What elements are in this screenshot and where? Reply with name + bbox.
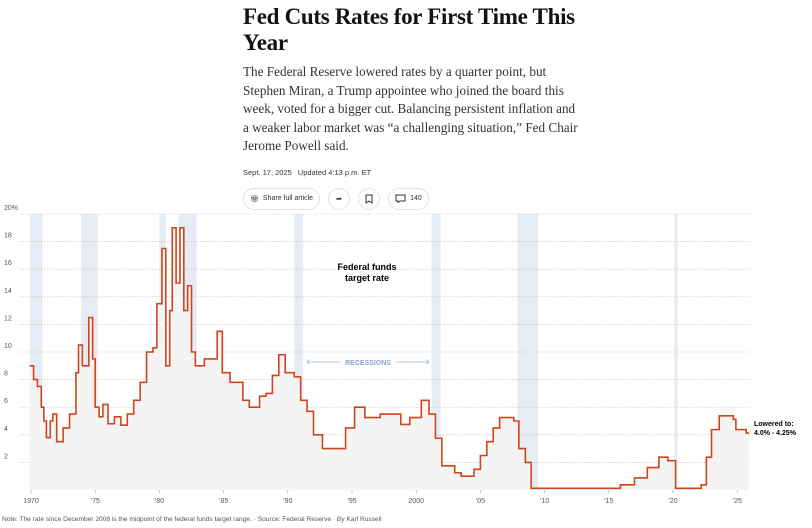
footnote: Note: The rate since December 2008 is th… xyxy=(2,516,252,523)
updated-time: Updated 4:13 p.m. ET xyxy=(297,167,372,177)
x-tick-label: ’75 xyxy=(91,498,100,505)
share-arrow-icon: ➦ xyxy=(336,195,343,203)
bookmark-icon xyxy=(365,194,373,204)
y-tick-label: 12 xyxy=(4,315,12,322)
source: Source: Federal Reserve xyxy=(257,516,332,523)
x-tick-label: 2000 xyxy=(408,498,424,505)
rate-line xyxy=(29,227,750,490)
recessions-text: RECESSIONS xyxy=(345,360,391,367)
comment-icon xyxy=(395,194,406,204)
chart-title-line2: target rate xyxy=(345,273,389,283)
recession-band xyxy=(674,214,678,490)
x-tick-label: ’20 xyxy=(668,498,677,505)
y-tick-label: 6 xyxy=(4,398,8,405)
x-tick-label: ’05 xyxy=(476,498,485,505)
publish-date: Sept. 17, 2025 xyxy=(243,167,292,177)
y-tick-label: 16 xyxy=(4,260,12,267)
timestamp: Sept. 17, 2025 Updated 4:13 p.m. ET xyxy=(243,168,583,177)
comments-button[interactable]: 140 xyxy=(388,187,429,210)
x-tick-label: ’15 xyxy=(604,498,613,505)
share-button[interactable]: ➦ xyxy=(328,187,351,210)
x-tick-label: ’10 xyxy=(540,498,549,505)
fed-funds-chart: 2 4 6 8 10 12 14 16 18 20% 1970 ’75 ’80 ’85 ’90 ’95 2000… xyxy=(4,205,797,505)
end-annotation-line2: 4.0% - 4.25% xyxy=(754,430,797,437)
x-tick-label: ’85 xyxy=(219,498,228,505)
chart-title-line1: Federal funds xyxy=(337,262,396,272)
save-button[interactable] xyxy=(358,187,381,210)
share-label: Share full article xyxy=(262,195,314,203)
y-tick-label: 14 xyxy=(4,288,12,295)
y-tick-label: 18 xyxy=(4,233,12,240)
x-tick-label: ’95 xyxy=(347,498,356,505)
y-tick-label: 4 xyxy=(4,426,8,433)
gift-icon: 🎁︎ xyxy=(250,195,259,203)
y-tick-label: 2 xyxy=(4,453,8,460)
chart-footer: Note: The rate since December 2008 is th… xyxy=(2,516,382,523)
byline: By Karl Russell xyxy=(336,516,382,523)
recession-band xyxy=(431,214,441,490)
y-tick-label: 20% xyxy=(4,205,18,212)
x-tick-label: ’80 xyxy=(155,498,164,505)
x-tick-label: ’25 xyxy=(733,498,742,505)
x-tick-label: ’90 xyxy=(283,498,292,505)
headline: Fed Cuts Rates for First Time This Year xyxy=(243,4,575,55)
share-full-article-button[interactable]: 🎁︎ Share full article xyxy=(243,187,321,210)
rate-area xyxy=(29,227,750,491)
end-annotation-line1: Lowered to: xyxy=(754,421,794,428)
summary: The Federal Reserve lowered rates by a q… xyxy=(243,64,578,154)
recessions-label: RECESSIONS xyxy=(306,359,430,367)
article-header: Fed Cuts Rates for First Time This Year … xyxy=(243,4,583,210)
x-tick-label: 1970 xyxy=(23,498,39,505)
recession-band xyxy=(294,214,304,490)
comments-count: 140 xyxy=(410,195,422,203)
y-tick-label: 8 xyxy=(4,371,8,378)
y-tick-label: 10 xyxy=(4,343,12,350)
